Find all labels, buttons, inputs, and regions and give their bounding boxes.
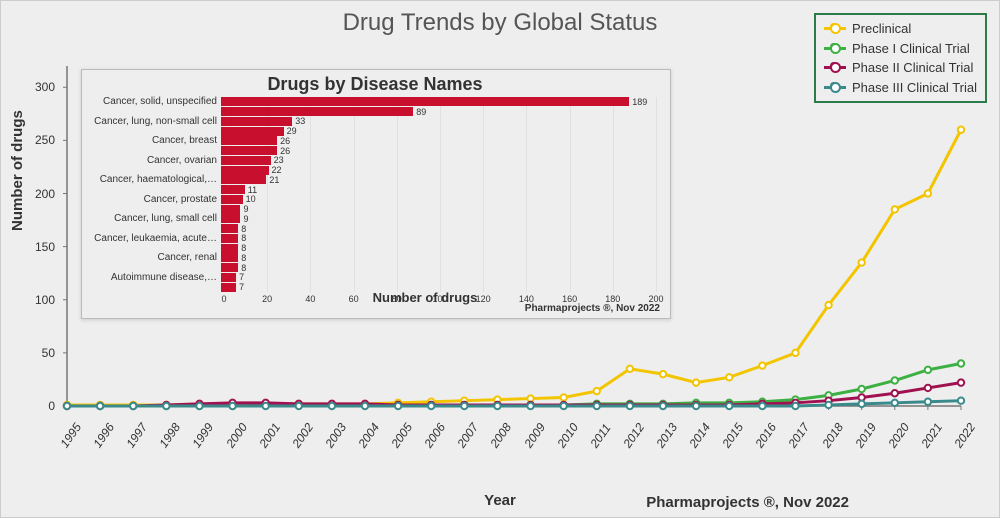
inset-x-tick-label: 40 [305, 294, 315, 304]
y-tick-label: 300 [35, 80, 55, 94]
inset-bar-row: Cancer, lung, small cell 9 [86, 214, 664, 224]
inset-bar [221, 244, 238, 253]
inset-category-label: Cancer, ovarian [86, 155, 221, 166]
inset-x-tick-label: 100 [432, 294, 447, 304]
inset-category-label: Cancer, lung, small cell [86, 213, 221, 224]
inset-bar-row: Cancer, lung, non-small cell 33 [86, 117, 664, 127]
y-axis-label: Number of drugs [9, 110, 26, 231]
inset-bar [221, 263, 238, 272]
inset-value-label: 8 [241, 224, 246, 234]
inset-bar-row: Cancer, leukaemia, acute… 8 [86, 234, 664, 244]
inset-bar [221, 214, 240, 223]
inset-value-label: 9 [243, 214, 248, 224]
inset-bar [221, 234, 238, 243]
inset-bar-row: Cancer, solid, unspecified 189 [86, 97, 664, 107]
inset-value-label: 23 [274, 155, 284, 165]
inset-value-label: 8 [241, 253, 246, 263]
inset-bar [221, 117, 292, 126]
y-tick-label: 250 [35, 133, 55, 147]
inset-bar [221, 175, 266, 184]
inset-value-label: 8 [241, 263, 246, 273]
legend-label: Preclinical [852, 19, 911, 39]
y-tick-label: 0 [48, 399, 55, 413]
inset-value-label: 89 [416, 107, 426, 117]
inset-bar [221, 253, 238, 262]
inset-bar [221, 205, 240, 214]
inset-bar-row: Autoimmune disease,… 7 [86, 273, 664, 283]
inset-x-tick-label: 0 [221, 294, 226, 304]
inset-category-label: Cancer, prostate [86, 194, 221, 205]
inset-bar [221, 273, 236, 282]
x-axis-label: Year [1, 492, 999, 509]
legend-marker-icon [830, 23, 837, 30]
inset-bar [221, 185, 245, 194]
inset-bar [221, 166, 269, 175]
inset-category-label: Cancer, renal [86, 252, 221, 263]
inset-value-label: 21 [269, 175, 279, 185]
y-tick-label: 50 [42, 346, 55, 360]
legend-item: Preclinical [824, 19, 977, 39]
chart-frame: Drug Trends by Global Status Preclinical… [0, 0, 1000, 518]
legend-marker-icon [830, 43, 837, 50]
inset-bar [221, 127, 284, 136]
inset-value-label: 7 [239, 272, 244, 282]
inset-bar [221, 156, 271, 165]
inset-bar [221, 146, 277, 155]
inset-source: Pharmaprojects ®, Nov 2022 [525, 303, 660, 314]
inset-category-label: Cancer, breast [86, 135, 221, 146]
inset-bar-row: Cancer, haematological,… 21 [86, 175, 664, 185]
inset-value-label: 189 [632, 97, 647, 107]
inset-bar [221, 195, 243, 204]
inset-value-label: 8 [241, 233, 246, 243]
inset-value-label: 10 [246, 194, 256, 204]
y-tick-label: 150 [35, 240, 55, 254]
inset-category-label: Cancer, haematological,… [86, 174, 221, 185]
inset-category-label: Autoimmune disease,… [86, 272, 221, 283]
y-tick-label: 200 [35, 187, 55, 201]
inset-value-label: 11 [248, 185, 257, 195]
inset-bar [221, 224, 238, 233]
inset-bar-row: 7 [86, 282, 664, 292]
inset-value-label: 26 [280, 136, 290, 146]
inset-category-label: Cancer, solid, unspecified [86, 96, 221, 107]
inset-value-label: 9 [243, 204, 248, 214]
legend-swatch [824, 47, 846, 50]
inset-bar-row: Cancer, prostate 10 [86, 195, 664, 205]
inset-value-label: 33 [295, 116, 305, 126]
inset-chart: Drugs by Disease Names 02040608010012014… [81, 69, 671, 319]
legend-swatch [824, 27, 846, 30]
inset-bar [221, 283, 236, 292]
inset-x-tick-label: 60 [349, 294, 359, 304]
inset-bar-row: Cancer, breast 26 [86, 136, 664, 146]
inset-title: Drugs by Disease Names [86, 74, 664, 95]
inset-category-label: Cancer, leukaemia, acute… [86, 233, 221, 244]
inset-value-label: 26 [280, 146, 290, 156]
inset-category-label: Cancer, lung, non-small cell [86, 116, 221, 127]
inset-bar [221, 107, 413, 116]
inset-bar-row: Cancer, renal 8 [86, 253, 664, 263]
inset-value-label: 8 [241, 243, 246, 253]
inset-plot: 020406080100120140160180200Cancer, solid… [86, 97, 664, 292]
inset-value-label: 29 [287, 126, 297, 136]
inset-x-tick-label: 80 [392, 294, 402, 304]
y-tick-label: 100 [35, 293, 55, 307]
inset-bar [221, 97, 629, 106]
inset-x-tick-label: 120 [476, 294, 491, 304]
inset-x-tick-label: 20 [262, 294, 272, 304]
inset-value-label: 22 [272, 165, 282, 175]
inset-bar-row: Cancer, ovarian 23 [86, 156, 664, 166]
inset-bar [221, 136, 277, 145]
source-credit: Pharmaprojects ®, Nov 2022 [646, 494, 849, 511]
inset-value-label: 7 [239, 282, 244, 292]
